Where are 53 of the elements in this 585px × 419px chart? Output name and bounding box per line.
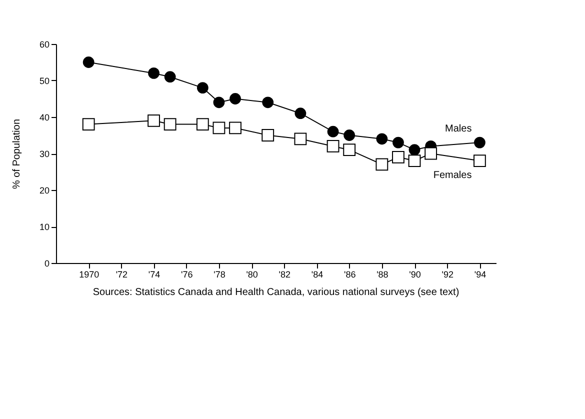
point (148, 68, 160, 79)
point (474, 136, 486, 148)
point (376, 133, 388, 145)
x-tick-label: '76 (181, 270, 193, 280)
point (408, 144, 420, 156)
point (294, 108, 306, 120)
point (230, 93, 241, 104)
point (327, 126, 339, 138)
y-axis-title: % of Population (11, 118, 22, 190)
point (392, 136, 404, 148)
point (262, 96, 274, 108)
point (148, 114, 160, 127)
point (474, 154, 486, 167)
point (82, 56, 94, 68)
point (344, 130, 356, 141)
point (326, 140, 340, 152)
series-label: Females (433, 170, 472, 181)
x-tick-label: '72 (116, 270, 128, 280)
x-tick-label: '86 (344, 270, 356, 280)
x-tick-label: '82 (278, 270, 291, 280)
point (424, 147, 438, 160)
x-tick-label: '84 (311, 270, 324, 280)
y-tick-label: 60 (39, 40, 50, 50)
point (164, 118, 176, 130)
y-tick-label: 0 (44, 258, 50, 268)
point (196, 118, 209, 130)
point (213, 96, 225, 108)
y-tick-label: 20 (39, 186, 50, 196)
x-tick-label: '78 (214, 270, 226, 280)
point (376, 158, 388, 171)
x-tick-label: '94 (474, 270, 486, 280)
source-note: Sources: Statistics Canada and Health Canada, various national surveys (see text) (92, 287, 460, 298)
point (392, 150, 404, 164)
y-tick-label: 50 (39, 76, 50, 86)
y-tick-label: 30 (39, 149, 50, 159)
point (294, 132, 307, 146)
series-label: Males (445, 124, 472, 135)
x-tick-label: '88 (376, 270, 388, 280)
x-tick-label: '92 (442, 270, 454, 280)
point (343, 144, 356, 156)
y-tick-label: 10 (39, 222, 50, 232)
x-tick-label: '74 (148, 270, 160, 280)
point (212, 122, 226, 134)
point (196, 82, 208, 94)
point (82, 118, 95, 130)
point (164, 71, 176, 83)
point (229, 122, 242, 134)
x-tick-label: '90 (409, 270, 421, 280)
x-tick-label: 1970 (79, 270, 100, 280)
x-tick-label: '80 (246, 270, 258, 280)
point (262, 129, 274, 142)
point (408, 154, 421, 167)
y-tick-label: 40 (39, 112, 50, 122)
